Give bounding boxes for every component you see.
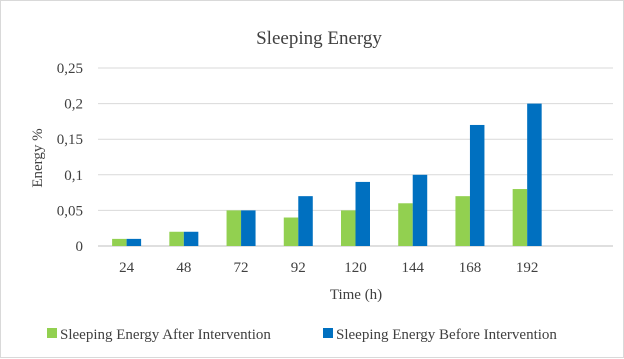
bars (112, 103, 542, 246)
bar-after-intervention (398, 203, 413, 246)
legend: Sleeping Energy After Intervention Sleepi… (47, 327, 557, 343)
bar-after-intervention (169, 231, 184, 246)
x-tick-label: 120 (344, 260, 367, 276)
x-tick-label: 144 (401, 260, 424, 276)
bar-after-intervention (283, 217, 299, 246)
bar-before-intervention (469, 124, 485, 246)
x-tick-label: 48 (176, 260, 191, 276)
y-tick-label: 0,05 (57, 203, 83, 219)
x-tick-label: 24 (119, 260, 135, 276)
bar-before-intervention (126, 238, 142, 246)
legend-swatch-after (47, 328, 57, 338)
bar-after-intervention (512, 189, 528, 246)
y-tick-label: 0,1 (64, 168, 83, 184)
bar-after-intervention (226, 210, 242, 246)
bar-after-intervention (112, 238, 127, 246)
bar-before-intervention (355, 181, 370, 246)
y-tick-label: 0,2 (64, 97, 83, 113)
bar-after-intervention (341, 210, 356, 246)
y-axis-ticks: 0 0,05 0,1 0,15 0,2 0,25 (57, 61, 83, 255)
legend-swatch-before (323, 328, 333, 338)
bar-before-intervention (298, 196, 313, 246)
bar-after-intervention (455, 196, 470, 246)
y-tick-label: 0,25 (57, 61, 83, 77)
y-tick-label: 0,15 (57, 132, 83, 148)
legend-label-before: Sleeping Energy Before Intervention (336, 327, 557, 343)
bar-before-intervention (183, 231, 199, 246)
x-tick-label: 92 (291, 260, 306, 276)
y-tick-label: 0 (76, 239, 84, 255)
x-axis-ticks: 24 48 72 92 120 144 168 192 (119, 260, 538, 276)
bar-before-intervention (527, 103, 542, 246)
bar-before-intervention (241, 210, 256, 246)
x-tick-label: 168 (459, 260, 482, 276)
legend-label-after: Sleeping Energy After Intervention (60, 327, 271, 343)
x-tick-label: 192 (516, 260, 539, 276)
bar-before-intervention (412, 174, 428, 246)
y-axis-label: Energy % (30, 128, 46, 187)
x-tick-label: 72 (234, 260, 249, 276)
x-axis-label: Time (h) (330, 287, 382, 303)
chart-title: Sleeping Energy (256, 28, 382, 49)
